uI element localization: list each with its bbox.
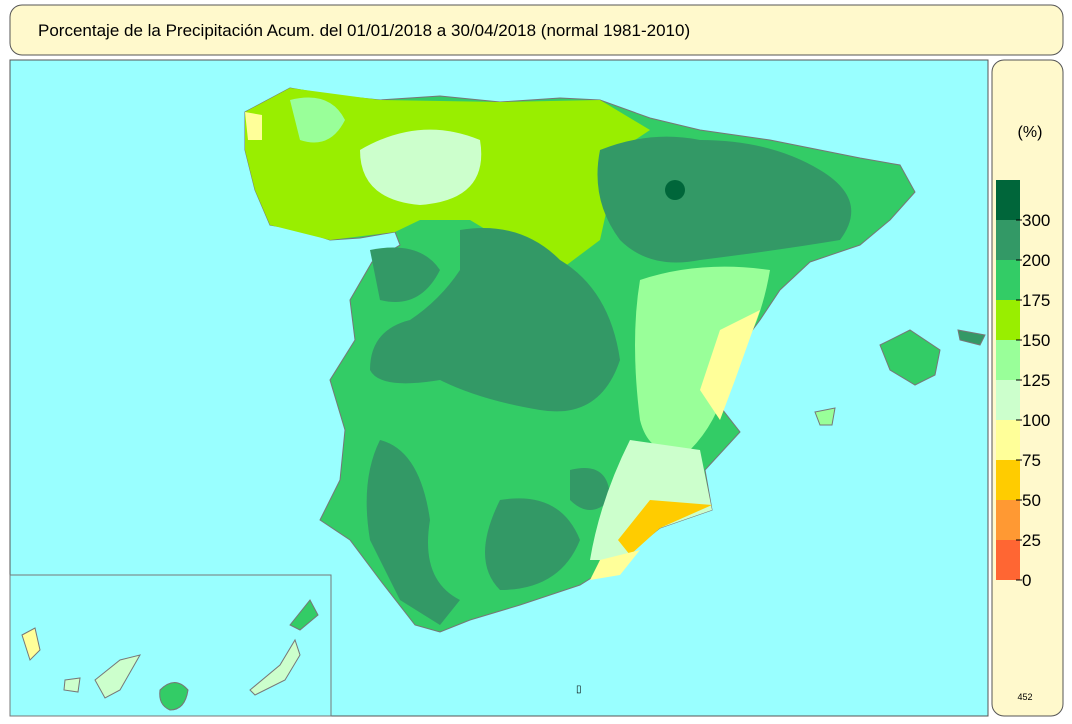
legend-tick-label: 25: [1022, 531, 1041, 550]
legend-tick-label: 125: [1022, 371, 1050, 390]
legend-tick-label: 0: [1022, 571, 1031, 590]
legend-tick-label: 200: [1022, 251, 1050, 270]
legend-tick-label: 100: [1022, 411, 1050, 430]
legend-swatch: [996, 420, 1020, 460]
legend-swatch: [996, 380, 1020, 420]
legend-swatch: [996, 300, 1020, 340]
legend-swatch: [996, 540, 1020, 580]
legend-tick-label: 50: [1022, 491, 1041, 510]
legend-swatch: [996, 180, 1020, 220]
legend-tick-label: 300: [1022, 211, 1050, 230]
title: Porcentaje de la Precipitación Acum. del…: [38, 21, 690, 40]
footer-code: 452: [1017, 692, 1032, 702]
legend-swatch: [996, 260, 1020, 300]
legend-tick-label: 175: [1022, 291, 1050, 310]
legend-swatch: [996, 460, 1020, 500]
legend-tick-label: 150: [1022, 331, 1050, 350]
legend-swatch: [996, 220, 1020, 260]
legend-unit: (%): [1018, 124, 1043, 141]
legend-swatch: [996, 500, 1020, 540]
legend-swatch: [996, 340, 1020, 380]
map-mark: ▯: [576, 684, 582, 695]
legend-tick-label: 75: [1022, 451, 1041, 470]
page: Porcentaje de la Precipitación Acum. del…: [0, 0, 1072, 719]
